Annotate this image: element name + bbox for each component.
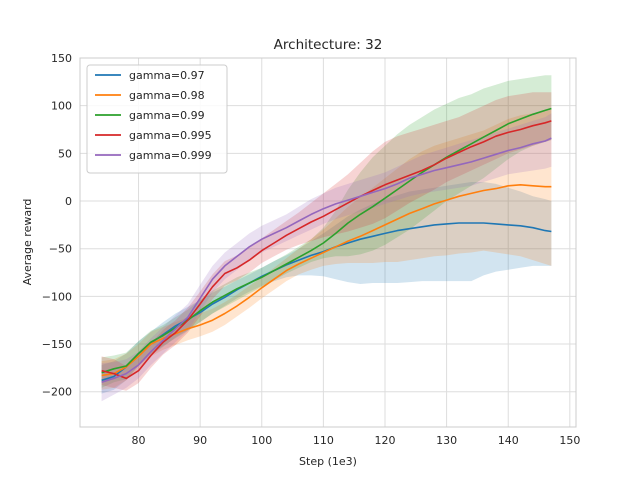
- band-series-5: [101, 113, 552, 402]
- y-tick-label: 0: [65, 195, 72, 208]
- x-tick-label: 130: [436, 434, 457, 447]
- legend-label: gamma=0.98: [129, 89, 205, 102]
- grid: [80, 57, 576, 427]
- band-series-4: [101, 92, 552, 391]
- legend: gamma=0.97 gamma=0.98 gamma=0.99 gamma=0.99…: [86, 64, 228, 174]
- y-tick-label: −150: [42, 338, 72, 351]
- y-axis-ticks: −200 −150 −100 −50 0 50 100 150: [42, 52, 72, 399]
- legend-label: gamma=0.97: [129, 69, 205, 82]
- band-series-3: [101, 75, 552, 388]
- x-tick-label: 80: [132, 434, 146, 447]
- legend-label: gamma=0.995: [129, 129, 212, 142]
- y-tick-label: 100: [51, 100, 72, 113]
- y-axis-label: Average reward: [21, 199, 34, 286]
- x-axis-ticks: 80 90 100 110 120 130 140 150: [132, 434, 581, 447]
- y-tick-label: 50: [58, 147, 72, 160]
- legend-box: [86, 64, 228, 174]
- line-series-4: [101, 120, 552, 380]
- plot-frame: [79, 57, 577, 428]
- x-tick-label: 140: [498, 434, 519, 447]
- x-tick-label: 90: [193, 434, 207, 447]
- chart-title: Architecture: 32: [274, 37, 383, 53]
- band-series-1: [101, 182, 552, 394]
- line-series-5: [101, 137, 552, 383]
- legend-label: gamma=0.999: [129, 149, 212, 162]
- x-axis-label: Step (1e3): [299, 455, 357, 468]
- x-tick-label: 110: [313, 434, 334, 447]
- y-tick-label: −100: [42, 290, 72, 303]
- y-tick-label: −200: [42, 386, 72, 399]
- x-tick-label: 120: [374, 434, 395, 447]
- x-tick-label: 150: [559, 434, 580, 447]
- x-tick-label: 100: [251, 434, 272, 447]
- line-series-2: [101, 184, 552, 377]
- legend-label: gamma=0.99: [129, 109, 205, 122]
- y-tick-label: 150: [51, 52, 72, 65]
- series-lines: [101, 107, 552, 383]
- y-tick-label: −50: [49, 243, 72, 256]
